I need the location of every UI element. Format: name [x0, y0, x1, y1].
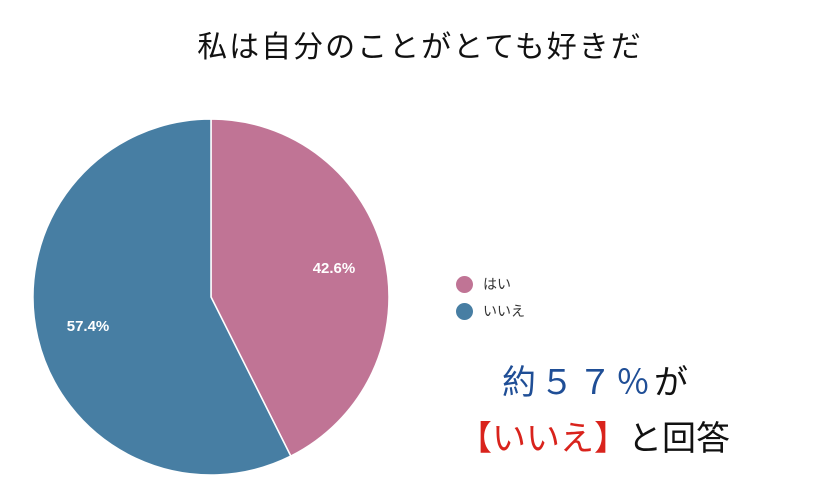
callout-particle: が [654, 363, 688, 403]
chart-title: 私は自分のことがとても好きだ [197, 30, 643, 65]
legend-swatch-yes [456, 275, 473, 293]
legend-label-yes: はい [483, 277, 511, 293]
callout-suffix: と回答 [628, 419, 730, 459]
legend-item-no[interactable]: いいえ [456, 299, 525, 323]
legend-item-yes[interactable]: はい [456, 272, 525, 296]
pie-slice-no[interactable] [32, 118, 292, 476]
callout-line-1: 約５７％が [458, 355, 818, 411]
callout-percent: 約５７％ [502, 363, 654, 403]
pie-slice-yes[interactable] [210, 118, 390, 458]
pie-label-yes: 42.6% [313, 260, 356, 277]
legend: はい いいえ [456, 272, 525, 326]
callout-answer: 【いいえ】 [458, 419, 628, 459]
pie-label-no: 57.4% [67, 318, 110, 335]
legend-swatch-no [456, 302, 473, 320]
callout: 約５７％が 【いいえ】と回答 [458, 355, 818, 467]
callout-line-2: 【いいえ】と回答 [458, 411, 818, 467]
legend-label-no: いいえ [483, 304, 525, 320]
